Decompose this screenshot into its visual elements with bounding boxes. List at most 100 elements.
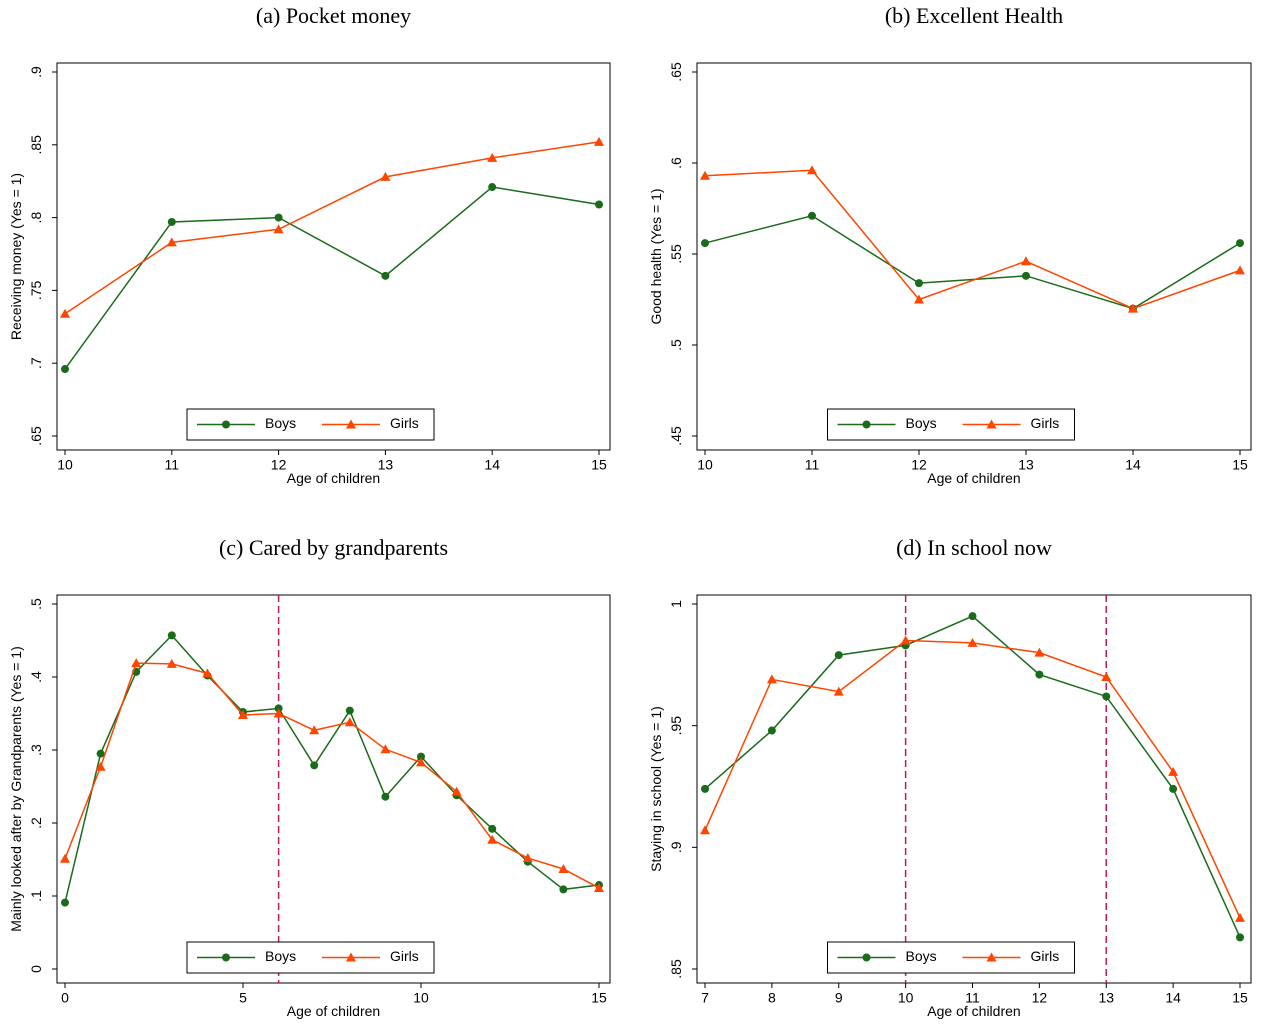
y-tick-label: 1	[668, 600, 684, 608]
legend-label: Boys	[906, 948, 937, 964]
x-tick-label: 14	[1125, 457, 1141, 473]
series-line	[704, 214, 1241, 310]
marker	[558, 863, 569, 873]
panel-title: (d) In school now	[896, 535, 1052, 560]
y-tick-label: .4	[28, 671, 44, 683]
marker	[202, 668, 213, 678]
y-tick-label: 0	[28, 965, 44, 973]
marker	[61, 365, 69, 374]
y-tick-label: .7	[28, 357, 44, 369]
marker	[380, 744, 391, 754]
series-line	[704, 169, 1241, 310]
x-tick-label: 15	[1232, 990, 1248, 1006]
y-tick-label: .2	[28, 817, 44, 829]
y-tick-label: .85	[668, 959, 684, 979]
marker	[522, 853, 533, 863]
marker	[915, 279, 923, 288]
x-tick-label: 12	[271, 457, 287, 473]
marker	[594, 136, 604, 146]
marker	[381, 271, 390, 280]
marker	[167, 217, 176, 226]
x-axis-title: Age of children	[287, 1003, 380, 1019]
marker	[807, 165, 817, 175]
y-tick-label: .95	[668, 716, 684, 736]
marker	[60, 853, 70, 863]
x-tick-label: 11	[965, 990, 980, 1006]
marker	[834, 651, 843, 660]
y-tick-label: .85	[28, 135, 44, 155]
marker	[1102, 692, 1111, 701]
y-tick-label: .9	[668, 841, 684, 853]
legend-label: Boys	[906, 415, 937, 431]
marker	[131, 658, 142, 668]
y-tick-label: .45	[668, 426, 684, 446]
legend-label: Girls	[1031, 948, 1060, 964]
series-line	[64, 186, 600, 370]
y-tick-label: .65	[668, 62, 684, 82]
y-axis-title: Mainly looked after by Grandparents (Yes…	[8, 646, 24, 931]
marker	[900, 635, 911, 645]
panel: (d) In school now 7 8 9 10 11 12 13 14 15 .85 .9 .95…	[648, 535, 1252, 1019]
x-axis-title: Age of children	[927, 470, 1020, 486]
y-tick-label: .6	[668, 157, 684, 169]
marker	[1235, 912, 1245, 922]
marker	[1235, 265, 1245, 275]
y-tick-label: .5	[668, 339, 684, 351]
plot-frame	[696, 62, 1252, 451]
x-axis-title: Age of children	[287, 470, 380, 486]
marker	[595, 200, 603, 209]
marker	[380, 171, 391, 181]
x-tick-label: 10	[57, 457, 73, 473]
marker	[1022, 271, 1030, 280]
marker	[1169, 784, 1178, 793]
y-tick-label: .65	[28, 426, 44, 446]
legend	[186, 408, 435, 441]
y-tick-label: .3	[28, 744, 44, 756]
plot-frame	[56, 594, 611, 984]
series-line	[704, 615, 1241, 938]
marker	[95, 761, 106, 771]
marker	[1034, 647, 1045, 657]
x-tick-label: 7	[701, 990, 709, 1006]
x-tick-label: 15	[1232, 457, 1248, 473]
x-tick-label: 13	[1098, 990, 1114, 1006]
marker	[594, 882, 604, 892]
x-tick-label: 0	[61, 990, 69, 1006]
y-tick-label: .55	[668, 244, 684, 264]
x-tick-label: 10	[898, 990, 914, 1006]
marker	[273, 708, 284, 718]
legend-label: Girls	[1031, 415, 1060, 431]
x-tick-label: 13	[1018, 457, 1034, 473]
legend-label: Boys	[265, 948, 296, 964]
marker	[381, 792, 390, 801]
marker	[700, 170, 710, 180]
x-tick-label: 8	[768, 990, 776, 1006]
marker	[1236, 239, 1244, 248]
x-tick-label: 15	[591, 990, 607, 1006]
y-tick-label: .9	[28, 66, 44, 78]
marker	[345, 706, 354, 715]
y-tick-label: .75	[28, 280, 44, 300]
marker	[346, 419, 356, 429]
marker	[238, 709, 248, 719]
marker	[417, 752, 425, 761]
y-axis-title: Receiving money (Yes = 1)	[8, 173, 24, 340]
marker	[488, 824, 497, 833]
y-tick-label: .8	[28, 212, 44, 224]
marker	[309, 725, 320, 735]
marker	[166, 658, 177, 668]
x-tick-label: 12	[911, 457, 927, 473]
series-line	[704, 639, 1241, 919]
panel-title: (b) Excellent Health	[885, 3, 1063, 28]
marker	[700, 825, 710, 835]
marker	[701, 239, 709, 248]
x-tick-label: 12	[1032, 990, 1048, 1006]
marker	[986, 952, 997, 962]
marker	[310, 761, 319, 770]
marker	[986, 419, 997, 429]
marker	[767, 726, 776, 735]
x-tick-label: 11	[805, 457, 820, 473]
x-tick-label: 10	[697, 457, 713, 473]
legend-label: Girls	[390, 948, 419, 964]
marker	[274, 704, 283, 713]
